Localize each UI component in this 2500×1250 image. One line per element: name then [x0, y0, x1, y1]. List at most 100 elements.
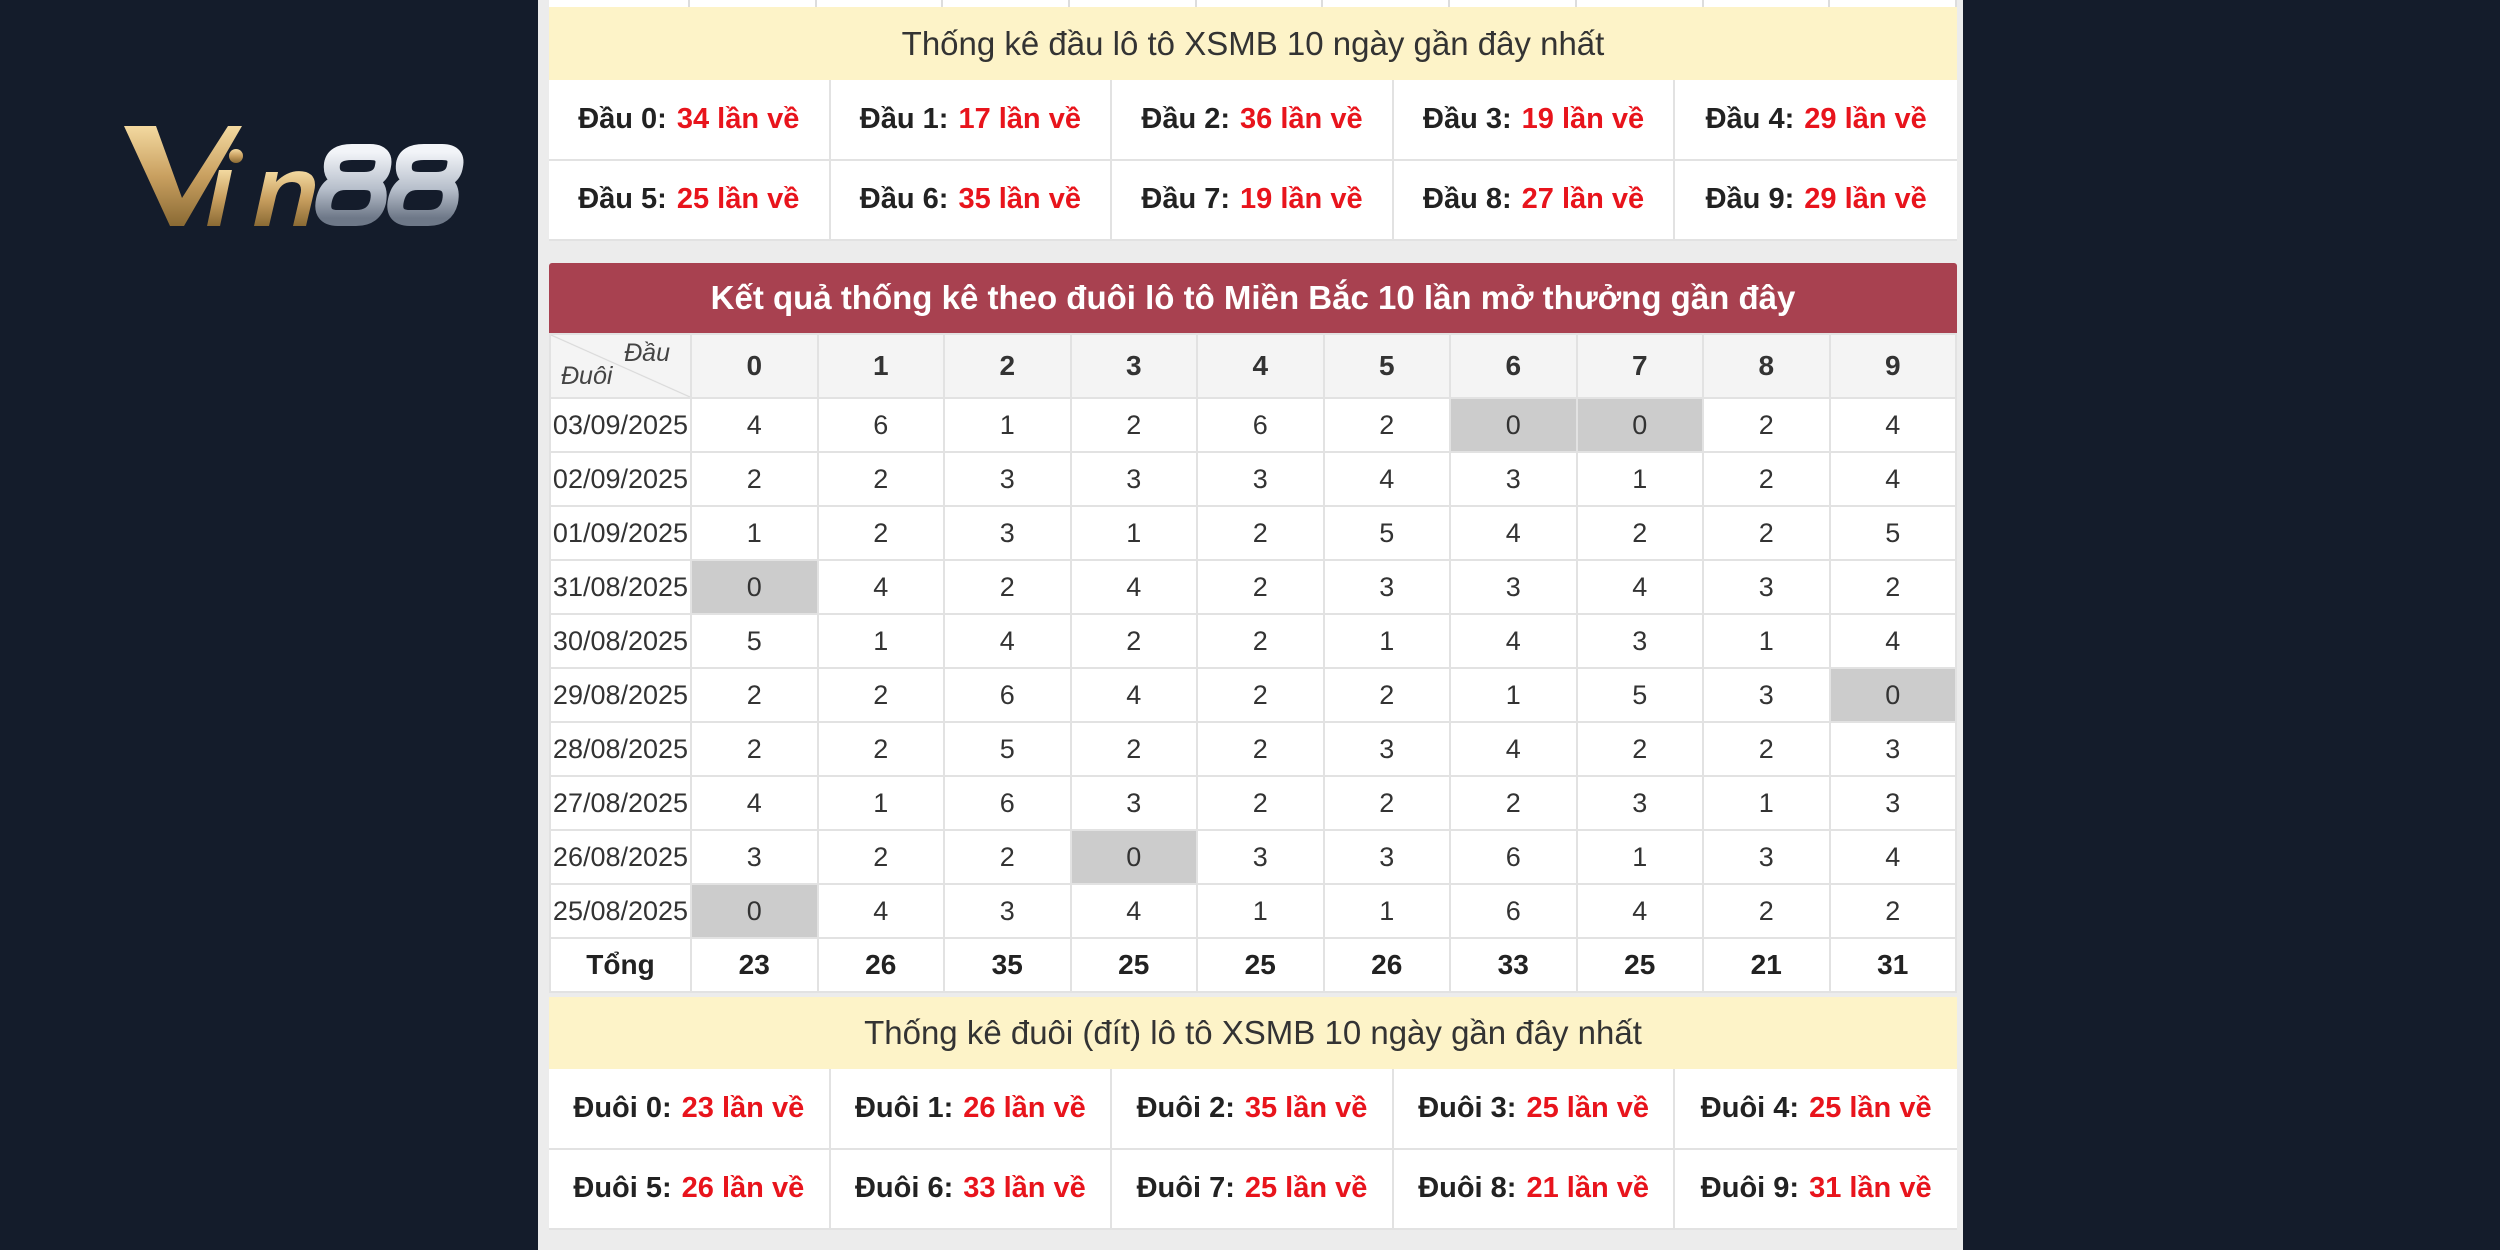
- table-cell: 5: [1322, 505, 1451, 561]
- logo-graphic: [124, 126, 464, 226]
- row-date: 31/08/2025: [549, 559, 692, 615]
- corner-label-duoi: Đuôi: [561, 362, 613, 390]
- previous-table-edge: [549, 0, 1957, 7]
- row-date: 27/08/2025: [549, 775, 692, 831]
- stat-label: Đầu 0:: [578, 102, 667, 135]
- row-date: 03/09/2025: [549, 397, 692, 453]
- table-cell: 3: [1702, 829, 1831, 885]
- stat-label: Đầu 3:: [1423, 102, 1512, 135]
- table-cell: 1: [1575, 451, 1704, 507]
- stat-cell: Đuôi 0: 23 lần về: [549, 1069, 831, 1150]
- row-date: 26/08/2025: [549, 829, 692, 885]
- total-cell: 25: [1196, 937, 1325, 993]
- table-cell: 4: [1322, 451, 1451, 507]
- stat-cell: Đuôi 1: 26 lần về: [830, 1069, 1113, 1150]
- table-cell: 3: [1828, 721, 1957, 777]
- table-cell: 3: [1702, 559, 1831, 615]
- stat-cell: Đầu 9: 29 lần về: [1675, 161, 1957, 241]
- table-cell: 3: [943, 451, 1072, 507]
- stat-value: 31 lần về: [1809, 1172, 1932, 1205]
- table-cell: 5: [943, 721, 1072, 777]
- stat-cell: Đầu 8: 27 lần về: [1393, 160, 1676, 241]
- stat-value: 27 lần về: [1521, 183, 1645, 216]
- table-cell: 4: [1069, 667, 1198, 723]
- stat-cell: Đầu 7: 19 lần về: [1112, 160, 1394, 241]
- stat-cell: Đuôi 5: 26 lần về: [549, 1149, 831, 1230]
- table-cell: 2: [1449, 775, 1578, 831]
- stat-value: 33 lần về: [963, 1172, 1086, 1205]
- table-cell: 4: [816, 883, 945, 939]
- table-cell: 2: [816, 667, 945, 723]
- row-date: 25/08/2025: [549, 883, 692, 939]
- table-cell: 2: [1575, 505, 1704, 561]
- total-cell: 26: [816, 937, 945, 993]
- table-cell: 3: [1828, 775, 1957, 831]
- stat-label: Đuôi 9:: [1700, 1172, 1800, 1205]
- table-row: 30/08/2025 5 1 4 2 2 1 4 3 1 4: [549, 613, 1957, 669]
- column-header: 8: [1702, 333, 1831, 399]
- stat-label: Đuôi 5:: [573, 1172, 672, 1205]
- column-header: 4: [1196, 333, 1325, 399]
- vin88-logo[interactable]: [120, 118, 480, 233]
- table-cell: 2: [1702, 721, 1831, 777]
- column-header: 9: [1828, 333, 1957, 399]
- stat-cell: Đuôi 4: 25 lần về: [1675, 1069, 1957, 1150]
- table-cell: 4: [1828, 829, 1957, 885]
- table-cell: 2: [1196, 721, 1325, 777]
- table-cell: 2: [1575, 721, 1704, 777]
- stat-label: Đuôi 7:: [1136, 1172, 1235, 1205]
- table-cell: 3: [1322, 559, 1451, 615]
- column-header: 5: [1322, 333, 1451, 399]
- stat-cell: Đuôi 7: 25 lần về: [1112, 1149, 1394, 1230]
- table-cell: 2: [1322, 775, 1451, 831]
- stat-label: Đầu 6:: [859, 183, 949, 216]
- table-row: 28/08/2025 2 2 5 2 2 3 4 2 2 3: [549, 721, 1957, 777]
- table-cell: 3: [1196, 451, 1325, 507]
- table-cell: 1: [1322, 883, 1451, 939]
- stat-cell: Đuôi 3: 25 lần về: [1393, 1069, 1676, 1150]
- stat-label: Đuôi 6:: [854, 1172, 954, 1205]
- stat-value: 29 lần về: [1804, 183, 1927, 216]
- table-cell: 2: [1702, 397, 1831, 453]
- table-row: 25/08/2025 0 4 3 4 1 1 6 4 2 2: [549, 883, 1957, 939]
- stat-label: Đầu 7:: [1141, 183, 1231, 216]
- table-cell: 6: [816, 397, 945, 453]
- duoi-stats-title: Thống kê đuôi (đít) lô tô XSMB 10 ngày g…: [549, 997, 1957, 1069]
- stat-value: 23 lần về: [681, 1091, 805, 1124]
- table-cell: 1: [816, 775, 945, 831]
- stat-label: Đuôi 1:: [854, 1091, 954, 1124]
- total-cell: 35: [943, 937, 1072, 993]
- total-cell: 21: [1702, 937, 1831, 993]
- table-cell: 2: [1322, 667, 1451, 723]
- table-cell: 2: [1196, 775, 1325, 831]
- stat-label: Đuôi 3:: [1418, 1091, 1517, 1124]
- table-cell: 0: [690, 559, 819, 615]
- table-cell: 3: [1702, 667, 1831, 723]
- table-row: 03/09/2025 4 6 1 2 6 2 0 0 2 4: [549, 397, 1957, 453]
- total-cell: 25: [1069, 937, 1198, 993]
- stat-value: 25 lần về: [676, 183, 800, 216]
- stat-cell: Đuôi 6: 33 lần về: [830, 1149, 1113, 1230]
- table-cell: 3: [943, 883, 1072, 939]
- table-cell: 4: [1575, 883, 1704, 939]
- column-header: 6: [1449, 333, 1578, 399]
- stat-value: 25 lần về: [1809, 1091, 1932, 1124]
- table-cell: 1: [943, 397, 1072, 453]
- table-cell: 3: [1449, 559, 1578, 615]
- stat-label: Đầu 1:: [859, 102, 949, 135]
- table-row: 01/09/2025 1 2 3 1 2 5 4 2 2 5: [549, 505, 1957, 561]
- table-row: 29/08/2025 2 2 6 4 2 2 1 5 3 0: [549, 667, 1957, 723]
- table-cell: 4: [1449, 721, 1578, 777]
- table-cell: 3: [1575, 775, 1704, 831]
- table-cell: 1: [1069, 505, 1198, 561]
- table-cell: 4: [1575, 559, 1704, 615]
- table-cell: 2: [816, 721, 945, 777]
- table-cell: 4: [690, 775, 819, 831]
- stat-cell: Đuôi 8: 21 lần về: [1393, 1149, 1676, 1230]
- table-cell: 0: [1828, 667, 1957, 723]
- table-cell: 2: [1702, 451, 1831, 507]
- table-cell: 2: [690, 451, 819, 507]
- table-cell: 4: [1449, 613, 1578, 669]
